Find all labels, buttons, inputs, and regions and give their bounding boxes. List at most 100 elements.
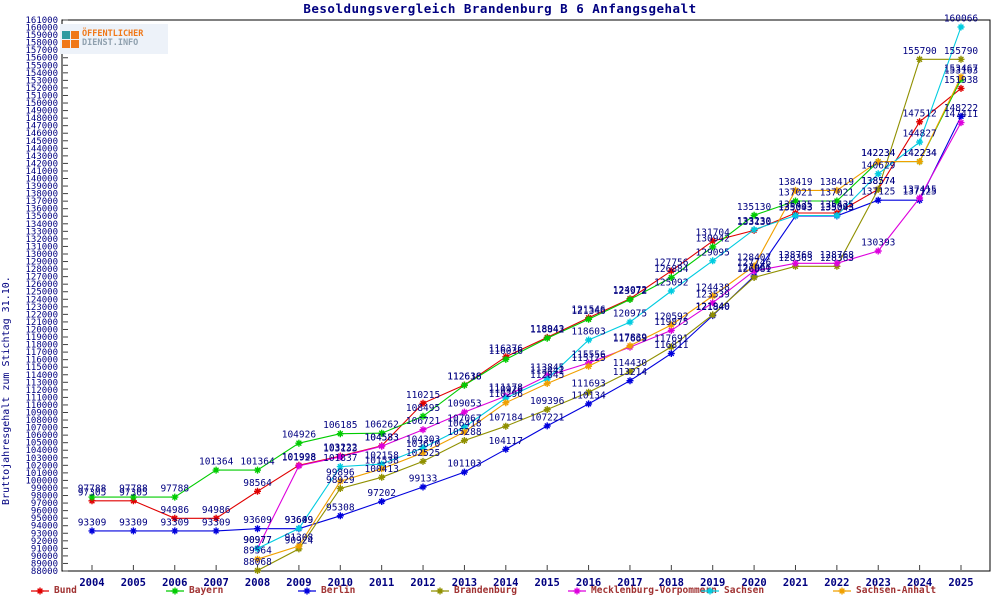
svg-text:121000: 121000 xyxy=(25,318,58,328)
value-label-bayern-2007: 101364 xyxy=(199,457,234,468)
data-point-marker xyxy=(750,267,758,275)
value-label-brandenburg-2025: 155790 xyxy=(944,46,979,57)
data-point-marker xyxy=(874,158,882,166)
data-point-marker xyxy=(750,226,758,234)
svg-text:91000: 91000 xyxy=(31,544,58,554)
data-point-marker xyxy=(378,442,386,450)
svg-text:160000: 160000 xyxy=(25,24,58,34)
data-point-marker xyxy=(916,194,924,202)
series-line-sachsen xyxy=(257,26,962,549)
svg-text:97000: 97000 xyxy=(31,499,58,509)
svg-text:2006: 2006 xyxy=(162,577,187,589)
value-label-bund-2007: 94986 xyxy=(202,505,231,516)
svg-text:161000: 161000 xyxy=(25,16,58,26)
data-point-marker xyxy=(709,299,717,307)
svg-text:130000: 130000 xyxy=(25,250,58,260)
svg-text:2025: 2025 xyxy=(948,577,973,589)
series-line-bayern xyxy=(92,78,962,498)
value-label-sachsen-2023: 140629 xyxy=(861,160,896,171)
value-label-bayern-2013: 112616 xyxy=(447,372,482,383)
svg-text:140000: 140000 xyxy=(25,175,58,185)
data-point-marker xyxy=(254,487,261,495)
value-label-bund-2009: 101998 xyxy=(282,452,317,463)
data-point-marker xyxy=(460,423,468,431)
data-point-marker xyxy=(667,321,675,329)
data-point-marker xyxy=(129,493,137,501)
value-label-sachsen-anhalt-2021: 138419 xyxy=(778,177,813,188)
value-label-brandenburg-2017: 114430 xyxy=(613,358,648,369)
svg-text:98000: 98000 xyxy=(31,492,58,502)
data-point-marker xyxy=(543,422,551,430)
data-point-marker xyxy=(460,428,468,436)
data-point-marker xyxy=(667,326,675,334)
svg-text:152000: 152000 xyxy=(25,84,58,94)
value-label-sachsen-2009: 93649 xyxy=(285,515,314,526)
svg-text:151000: 151000 xyxy=(25,91,58,101)
value-label-berlin-2019: 121840 xyxy=(696,302,731,313)
value-label-mecklenburg-vorpommern-2015: 113845 xyxy=(530,362,564,373)
value-label-brandenburg-2018: 117691 xyxy=(654,333,689,344)
value-label-berlin-2011: 97202 xyxy=(367,488,396,499)
data-point-marker xyxy=(129,527,137,535)
data-point-marker xyxy=(378,498,386,505)
value-label-bund-2005: 97305 xyxy=(119,487,148,498)
series-line-mecklenburg-vorpommern xyxy=(257,122,962,549)
value-label-berlin-2015: 107221 xyxy=(530,412,565,423)
series-sachsen xyxy=(254,23,965,552)
svg-text:2008: 2008 xyxy=(245,577,270,589)
data-point-marker xyxy=(336,430,344,438)
value-label-sachsen-2025: 160066 xyxy=(944,14,979,25)
value-label-berlin-2014: 104117 xyxy=(489,436,523,447)
data-point-marker xyxy=(460,381,468,389)
value-label-bund-2025: 151938 xyxy=(944,75,979,86)
svg-text:105000: 105000 xyxy=(25,439,58,449)
value-label-mecklenburg-vorpommern-2012: 106721 xyxy=(406,416,441,427)
value-label-berlin-2004: 93309 xyxy=(78,517,107,528)
data-point-marker xyxy=(585,362,593,370)
svg-text:89000: 89000 xyxy=(31,559,58,569)
svg-text:88000: 88000 xyxy=(31,567,58,577)
data-point-marker xyxy=(88,527,96,535)
data-point-marker xyxy=(792,186,799,194)
value-label-sachsen-anhalt-2025: 153467 xyxy=(944,63,978,74)
value-label-bund-2011: 104583 xyxy=(365,432,399,443)
data-point-marker xyxy=(667,287,675,295)
value-label-berlin-2020: 127066 xyxy=(737,263,772,274)
data-point-marker xyxy=(957,84,965,92)
svg-text:112000: 112000 xyxy=(25,386,58,396)
svg-text:131000: 131000 xyxy=(25,242,58,252)
value-label-sachsen-2020: 133230 xyxy=(737,216,772,227)
logo-grid-icon xyxy=(62,30,79,48)
data-point-marker xyxy=(378,473,386,481)
svg-text:122000: 122000 xyxy=(25,310,58,320)
data-point-marker xyxy=(336,453,344,461)
value-label-berlin-2018: 116811 xyxy=(654,340,689,351)
svg-text:134000: 134000 xyxy=(25,220,58,230)
value-label-brandenburg-2008: 88068 xyxy=(243,557,272,568)
svg-text:120000: 120000 xyxy=(25,325,58,335)
value-label-berlin-2010: 95308 xyxy=(326,502,355,513)
value-label-berlin-2008: 93609 xyxy=(243,515,272,526)
data-point-marker xyxy=(129,497,137,505)
value-label-bund-2014: 116376 xyxy=(489,343,524,354)
svg-text:129000: 129000 xyxy=(25,258,58,268)
data-point-marker xyxy=(336,463,344,471)
svg-text:2019: 2019 xyxy=(700,577,725,589)
value-label-sachsen-2018: 125092 xyxy=(654,278,688,289)
data-point-marker xyxy=(833,212,841,219)
data-point-marker xyxy=(502,394,510,402)
svg-text:127000: 127000 xyxy=(25,273,58,283)
data-point-marker xyxy=(419,399,427,407)
value-label-sachsen-anhalt-2009: 91308 xyxy=(285,533,314,544)
value-label-sachsen-anhalt-2013: 106418 xyxy=(447,418,482,429)
value-label-sachsen-anhalt-2024: 142234 xyxy=(902,148,937,159)
value-label-bayern-2020: 135130 xyxy=(737,202,772,213)
value-label-bund-2022: 135435 xyxy=(820,199,854,210)
x-axis: 2004 2005 2006 2007 2008 2009 2010 2011 2012 2013… xyxy=(79,565,974,589)
value-label-berlin-2007: 93309 xyxy=(202,517,231,528)
value-label-mecklenburg-vorpommern-2008: 90977 xyxy=(243,535,272,546)
value-label-brandenburg-2011: 100413 xyxy=(365,464,399,475)
data-point-marker xyxy=(750,262,758,270)
data-point-marker xyxy=(626,342,634,350)
